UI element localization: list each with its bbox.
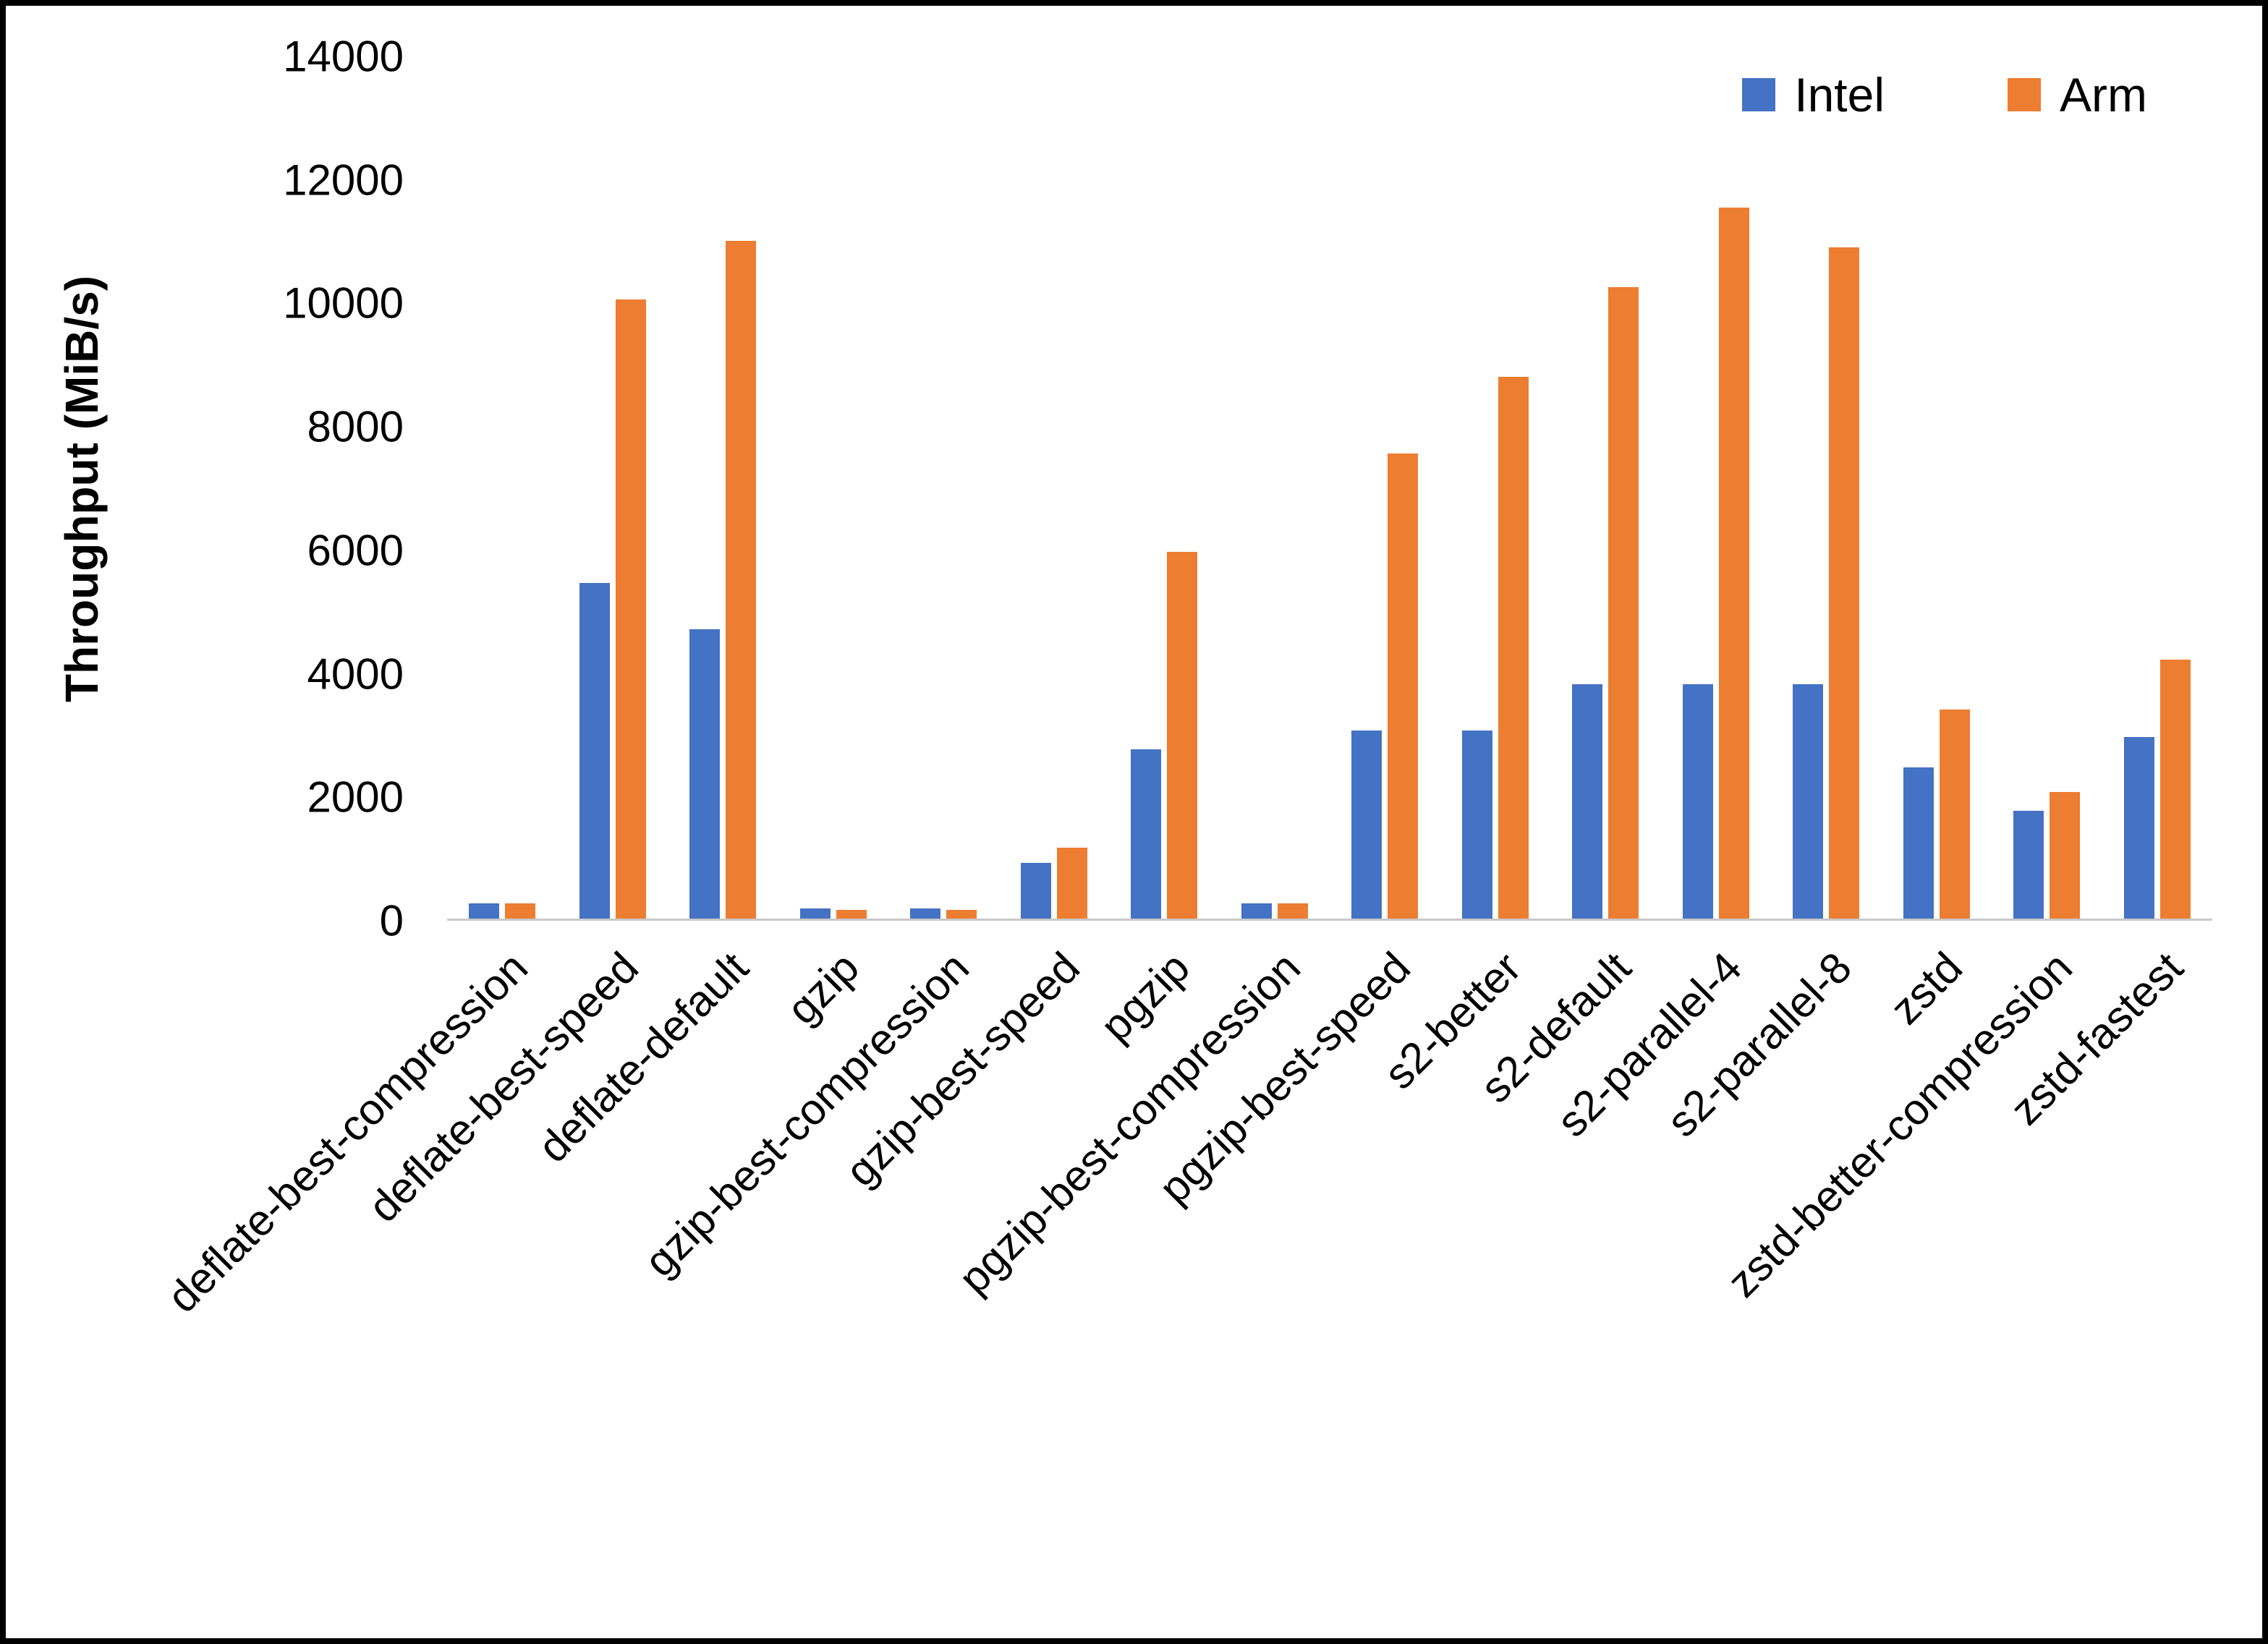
bar-group <box>447 56 558 919</box>
bar-arm <box>1498 376 1529 919</box>
y-tick-label: 0 <box>379 896 404 945</box>
bar-intel <box>2123 736 2154 919</box>
bar-arm <box>1608 287 1639 919</box>
y-tick-label: 2000 <box>307 772 404 822</box>
y-axis-title-container: Throughput (MiB/s) <box>35 56 129 921</box>
bar-intel <box>1131 749 1162 919</box>
bar-intel <box>1682 684 1713 919</box>
legend-label-arm: Arm <box>2060 68 2147 122</box>
bar-arm <box>1718 207 1749 919</box>
y-tick-label: 12000 <box>283 156 404 205</box>
bar-group <box>558 56 668 919</box>
legend-item-arm: Arm <box>2008 67 2147 122</box>
plot-bars <box>447 56 2212 919</box>
bar-group <box>778 56 889 919</box>
bar-arm <box>726 241 757 919</box>
bar-intel <box>2013 811 2044 919</box>
bar-group <box>2102 56 2213 919</box>
bar-intel <box>1020 863 1051 919</box>
bar-intel <box>1903 767 1934 919</box>
y-axis-title: Throughput (MiB/s) <box>56 275 108 702</box>
bar-intel <box>1572 684 1603 919</box>
bar-arm <box>1388 453 1419 919</box>
bar-arm <box>946 910 977 919</box>
bar-arm <box>1939 709 1970 919</box>
bar-intel <box>1351 731 1383 919</box>
y-tick-label: 6000 <box>307 526 404 575</box>
legend: Intel Arm <box>1742 67 2147 122</box>
legend-item-intel: Intel <box>1742 67 1885 122</box>
bar-arm <box>1829 247 1860 919</box>
arm-swatch-icon <box>2008 78 2042 111</box>
bar-group <box>1440 56 1551 919</box>
bar-group <box>1109 56 1220 919</box>
intel-swatch-icon <box>1742 78 1776 111</box>
y-tick-label: 14000 <box>283 32 404 81</box>
bar-arm <box>1056 848 1087 919</box>
x-tick-label: zstd <box>1880 942 1971 1034</box>
bar-arm <box>1167 552 1198 919</box>
legend-label-intel: Intel <box>1794 68 1885 122</box>
bar-group <box>1882 56 1992 919</box>
x-axis: deflate-best-compression deflate-best-spe… <box>158 942 2212 1608</box>
y-axis: 0 2000 4000 6000 8000 10000 12000 14000 <box>129 33 418 945</box>
bar-group <box>1330 56 1440 919</box>
bar-group <box>1550 56 1661 919</box>
bar-intel <box>910 908 941 919</box>
bar-intel <box>579 582 610 919</box>
bar-group <box>668 56 778 919</box>
x-tick-label: gzip <box>777 942 868 1034</box>
bar-arm <box>1277 903 1308 919</box>
bar-arm <box>2159 660 2191 919</box>
bar-arm <box>505 903 536 919</box>
bar-intel <box>469 903 500 919</box>
bar-group <box>1220 56 1330 919</box>
bar-group <box>888 56 999 919</box>
bar-group <box>999 56 1110 919</box>
bar-group <box>1771 56 1882 919</box>
y-tick-label: 8000 <box>307 402 404 451</box>
bar-intel <box>1241 903 1272 919</box>
y-tick-label: 4000 <box>307 649 404 699</box>
bar-group <box>1992 56 2102 919</box>
bar-intel <box>1461 731 1492 919</box>
bar-arm <box>615 299 646 919</box>
bar-group <box>1661 56 1772 919</box>
bar-intel <box>799 908 831 919</box>
y-tick-label: 10000 <box>283 278 404 328</box>
bar-arm <box>836 910 867 919</box>
plot-area: Intel Arm <box>447 56 2212 921</box>
bar-arm <box>2050 792 2081 919</box>
bar-intel <box>689 629 721 919</box>
bar-intel <box>1793 684 1824 919</box>
